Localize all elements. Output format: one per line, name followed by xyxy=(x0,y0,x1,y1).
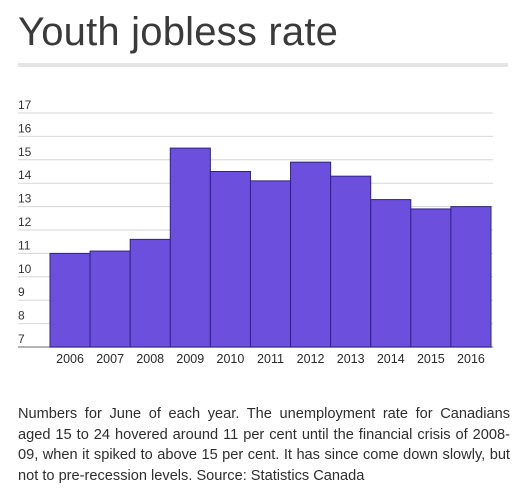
bar xyxy=(209,171,251,348)
y-tick-label: 10 xyxy=(18,262,32,276)
bar xyxy=(89,250,131,348)
x-tick-label: 2008 xyxy=(136,352,164,366)
x-tick-label: 2012 xyxy=(297,352,325,366)
bar xyxy=(370,199,412,348)
y-tick-label: 14 xyxy=(18,168,32,182)
title-divider xyxy=(18,63,508,67)
bar xyxy=(49,252,91,348)
bar-chart: 7 8 9 10 11 12 13 14 15 16 17 2006 2007 2008 2009 2010… xyxy=(18,98,493,366)
chart-title: Youth jobless rate xyxy=(18,10,339,54)
y-tick-label: 8 xyxy=(18,309,25,323)
y-tick-label: 16 xyxy=(18,121,32,135)
x-axis-ticks: 2006 2007 2008 2009 2010 2011 2012 2013 2014 2015… xyxy=(56,352,485,366)
y-tick-label: 11 xyxy=(18,238,31,252)
bar xyxy=(129,238,171,348)
y-tick-label: 12 xyxy=(18,215,32,229)
chart-caption: Numbers for June of each year. The unemp… xyxy=(18,406,510,484)
y-tick-label: 15 xyxy=(18,145,32,159)
y-axis-ticks: 7 8 9 10 11 12 13 14 15 16 17 xyxy=(18,98,32,346)
bar xyxy=(410,208,452,348)
y-tick-label: 9 xyxy=(18,285,25,299)
bar xyxy=(249,180,292,348)
x-tick-label: 2016 xyxy=(457,352,485,366)
bar xyxy=(290,161,332,348)
y-tick-label: 17 xyxy=(18,98,32,112)
x-tick-label: 2009 xyxy=(176,352,204,366)
bar xyxy=(450,206,492,348)
y-tick-label: 7 xyxy=(18,332,25,346)
x-tick-label: 2015 xyxy=(417,352,445,366)
y-tick-label: 13 xyxy=(18,192,32,206)
x-tick-label: 2014 xyxy=(377,352,405,366)
bar xyxy=(169,147,211,348)
x-tick-label: 2007 xyxy=(96,352,124,366)
x-tick-label: 2011 xyxy=(257,352,284,366)
x-tick-label: 2013 xyxy=(337,352,365,366)
bars xyxy=(49,147,492,348)
x-tick-label: 2006 xyxy=(56,352,84,366)
bar xyxy=(330,175,372,348)
x-tick-label: 2010 xyxy=(217,352,245,366)
